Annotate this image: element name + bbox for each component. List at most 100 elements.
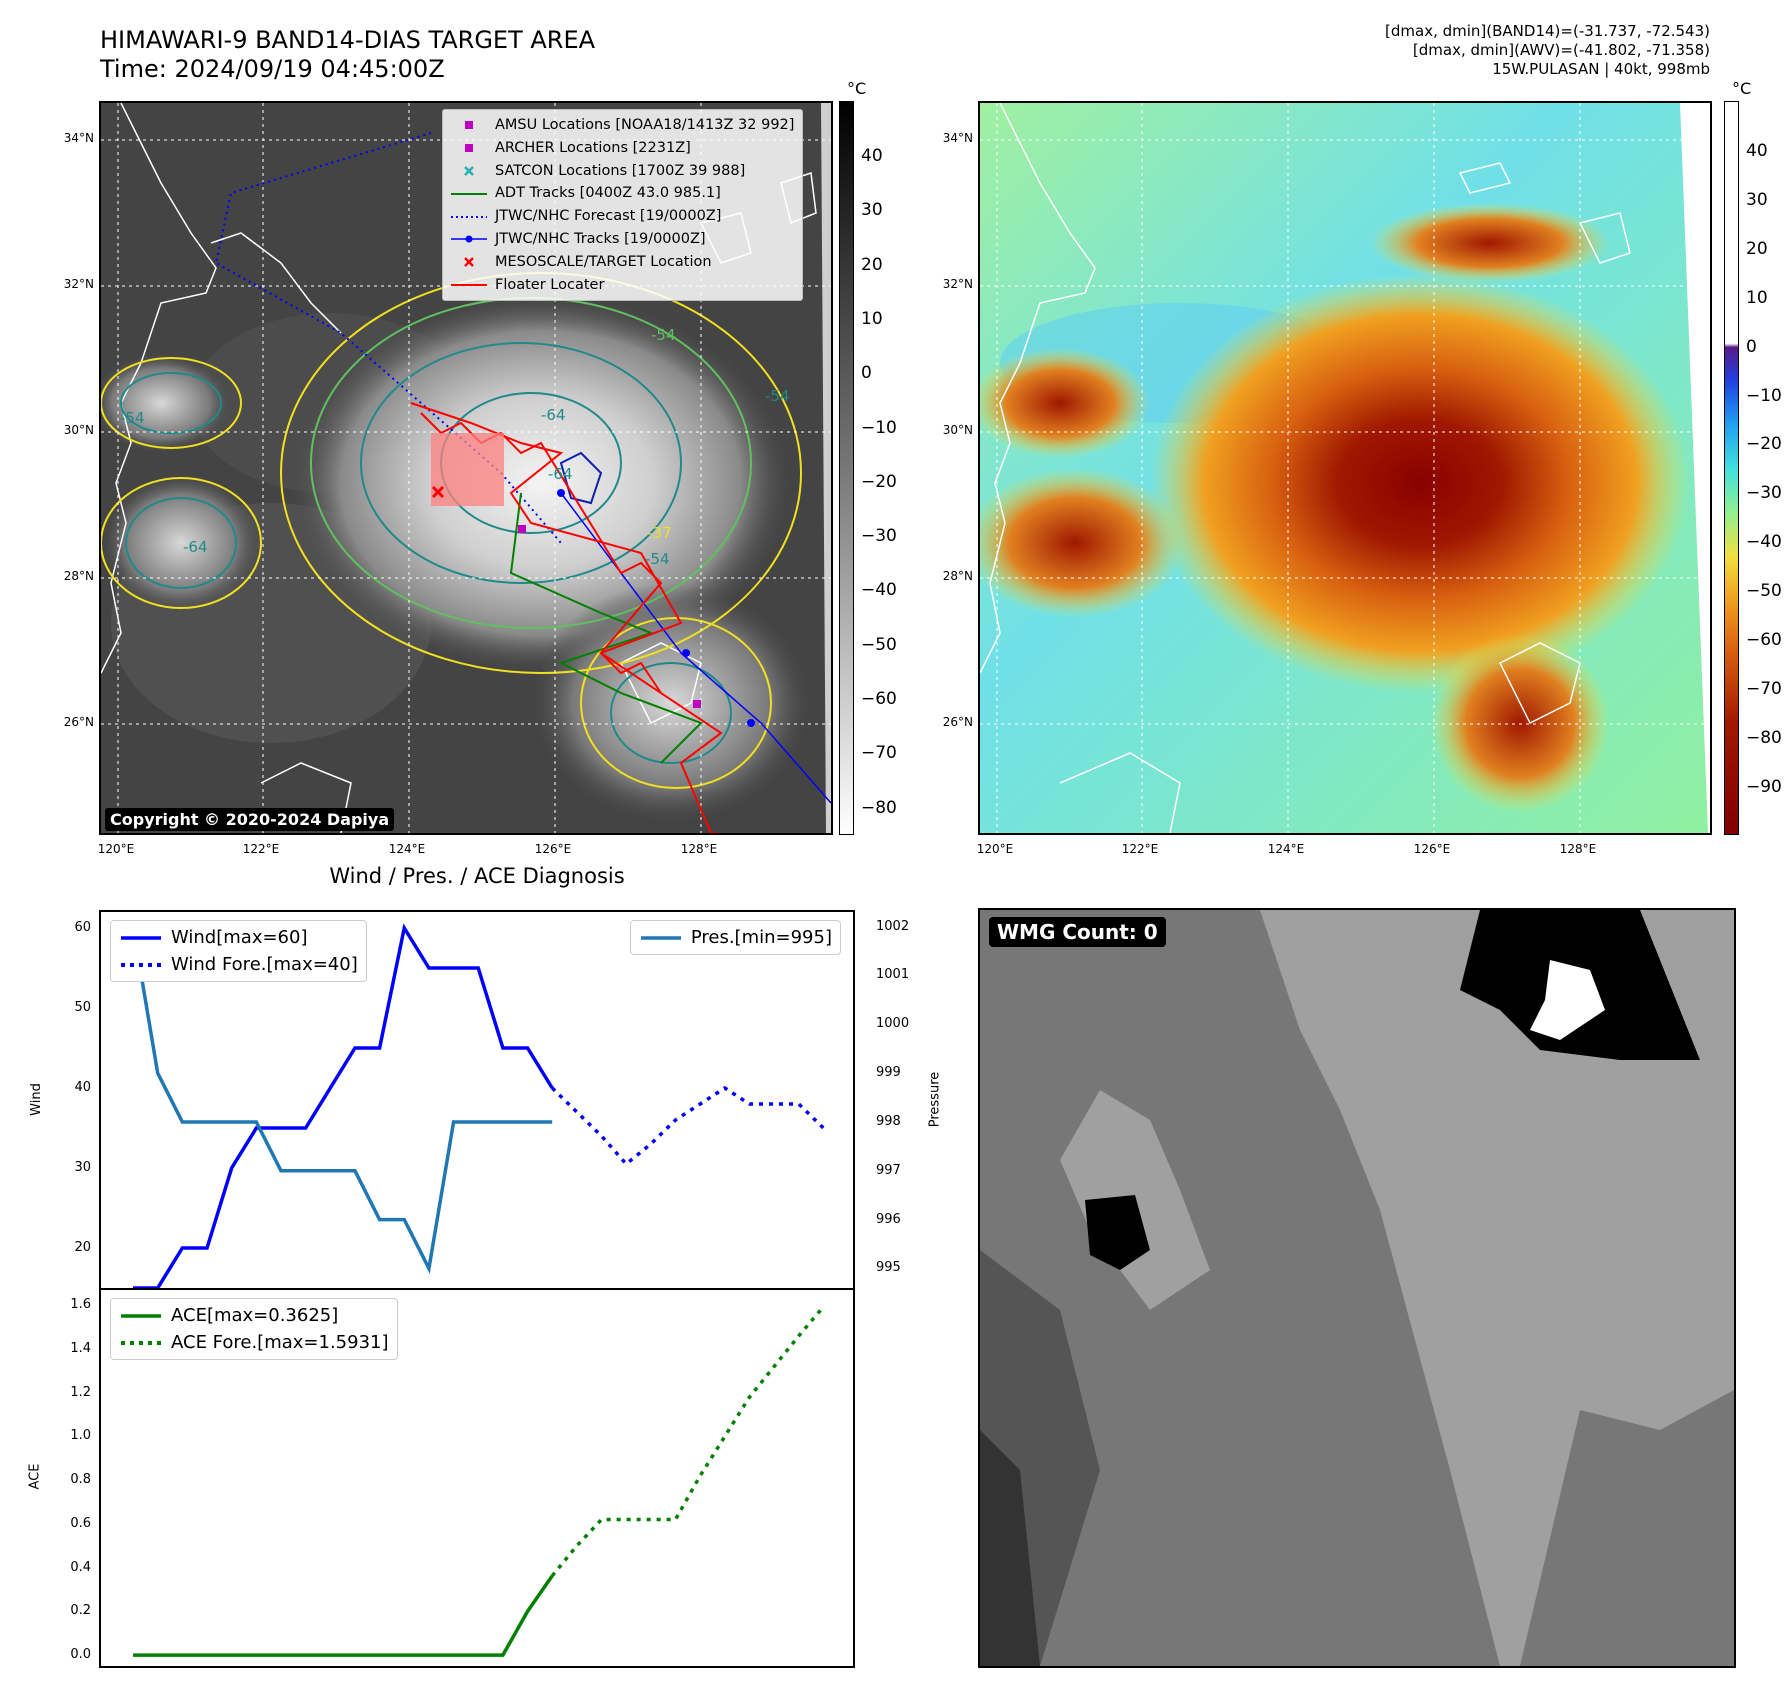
gray-colorbar-tick: −50 (861, 634, 897, 655)
wind-pressure-chart: Wind[max=60] Wind Fore.[max=40] Pres.[mi… (99, 910, 855, 1290)
gray-colorbar-tick: 0 (861, 363, 872, 384)
lon-tick-128: 128°E (680, 842, 718, 856)
wind-legend-dotted-line (121, 962, 161, 967)
color-colorbar-tick: −80 (1746, 727, 1782, 748)
legend-ace-label: ACE[max=0.3625] (171, 1305, 339, 1326)
gray-colorbar-tick: 40 (861, 146, 883, 166)
ace-legend-solid-line (121, 1313, 161, 1318)
ace-axis-tick: 0.6 (70, 1515, 91, 1531)
lon-tick-120-right: 120°E (976, 842, 1014, 856)
legend-item-label: MESOSCALE/TARGET Location (495, 253, 712, 270)
ace-axis-tick: 0.4 (70, 1559, 91, 1575)
map-legend-item: Floater Locater (449, 274, 794, 297)
copyright-label: Copyright © 2020-2024 Dapiya (105, 808, 395, 831)
pressure-legend-line (640, 935, 681, 940)
diagnosis-title: Wind / Pres. / ACE Diagnosis (329, 864, 625, 888)
gray-colorbar-tick: −30 (861, 526, 897, 547)
legend-item-label: ADT Tracks [0400Z 43.0 985.1] (495, 185, 721, 202)
lat-tick-34: 34°N (63, 131, 94, 145)
color-colorbar-tick: −20 (1746, 434, 1782, 455)
ir-color-imagery (980, 103, 1710, 833)
color-colorbar-tick: −70 (1746, 678, 1782, 699)
color-colorbar-unit: °C (1732, 79, 1752, 98)
pressure-axis-tick: 997 (876, 1162, 901, 1178)
lat-tick-32: 32°N (63, 277, 94, 291)
pressure-line (131, 926, 553, 1275)
lon-tick-120: 120°E (97, 842, 135, 856)
lon-tick-126-right: 126°E (1413, 842, 1451, 856)
legend-wind-label: Wind[max=60] (171, 927, 308, 948)
legend-wind-fore-label: Wind Fore.[max=40] (171, 954, 358, 975)
pressure-axis-tick: 999 (876, 1065, 901, 1081)
gray-colorbar (839, 101, 854, 835)
wind-axis-tick: 40 (74, 1080, 91, 1095)
ir-gray-map: Copyright © 2020-2024 Dapiya AMSU Locati… (99, 101, 833, 835)
legend-symbol-icon (464, 257, 474, 268)
ace-plot (133, 1305, 825, 1657)
pressure-axis-tick: 998 (876, 1113, 901, 1129)
ace-axis-tick: 0.8 (70, 1472, 91, 1488)
legend-item-label: AMSU Locations [NOAA18/1413Z 32 992] (495, 117, 795, 133)
lon-tick-124-right: 124°E (1267, 842, 1305, 856)
wind-forecast-line (550, 1085, 825, 1167)
color-colorbar-tick: 40 (1746, 141, 1768, 161)
color-colorbar-tick: −40 (1746, 532, 1782, 553)
color-colorbar-tick: −60 (1746, 630, 1782, 650)
ace-axis-tick: 1.2 (70, 1384, 91, 1400)
map-legend-item: JTWC/NHC Tracks [19/0000Z] (449, 228, 794, 251)
wind-pressure-plot (131, 923, 825, 1288)
ace-axis-tick: 1.0 (70, 1428, 91, 1444)
legend-symbol-icon (451, 215, 487, 218)
contour-label: -54 (651, 326, 676, 344)
lat-tick-30: 30°N (63, 423, 94, 437)
lon-tick-122-right: 122°E (1121, 842, 1159, 856)
ace-axis-tick: 1.4 (70, 1341, 91, 1357)
lat-tick-26: 26°N (63, 715, 94, 729)
pressure-axis-tick: 995 (876, 1260, 901, 1276)
legend-ace-fore-label: ACE Fore.[max=1.5931] (171, 1332, 389, 1353)
ir-color-map (978, 101, 1712, 835)
legend-symbol-icon (451, 283, 487, 286)
legend-symbol-icon (465, 121, 473, 130)
contour-label: -54 (765, 387, 790, 405)
pressure-legend: Pres.[min=995] (629, 920, 841, 955)
legend-item-label: Floater Locater (495, 276, 605, 293)
wind-axis-tick: 60 (74, 920, 91, 935)
lon-tick-124: 124°E (388, 842, 426, 856)
stats-line-3: 15W.PULASAN | 40kt, 998mb (1492, 60, 1710, 78)
gray-colorbar-tick: −10 (861, 417, 897, 438)
ace-forecast-line (550, 1305, 825, 1577)
lat-tick-30-right: 30°N (942, 423, 973, 437)
wmg-map (978, 908, 1736, 1668)
gray-colorbar-tick: −70 (861, 743, 897, 764)
title-line-2: Time: 2024/09/19 04:45:00Z (100, 55, 445, 83)
legend-item-label: ARCHER Locations [2231Z] (495, 139, 691, 156)
contour-label: -64 (548, 465, 573, 483)
ace-chart: ACE[max=0.3625] ACE Fore.[max=1.5931] (99, 1288, 855, 1668)
wmg-count-badge: WMG Count: 0 (989, 917, 1166, 947)
wind-axis-label: Wind (28, 1083, 44, 1116)
pressure-axis-tick: 1001 (876, 967, 910, 983)
map-legend-item: ARCHER Locations [2231Z] (449, 137, 794, 160)
legend-symbol-icon (451, 192, 487, 195)
lat-tick-32-right: 32°N (942, 277, 973, 291)
legend-symbol-icon (464, 166, 474, 176)
stats-block: [dmax, dmin](BAND14)=(-31.737, -72.543) … (1385, 22, 1710, 79)
lat-tick-34-right: 34°N (942, 131, 973, 145)
pressure-axis-tick: 1000 (876, 1016, 910, 1032)
gray-colorbar-tick: −60 (861, 689, 897, 709)
wind-legend-solid-line (121, 935, 161, 940)
color-colorbar-tick: 30 (1746, 189, 1768, 210)
color-colorbar-tick: 0 (1746, 336, 1757, 357)
ace-legend: ACE[max=0.3625] ACE Fore.[max=1.5931] (110, 1298, 398, 1360)
contour-label: -54 (645, 550, 670, 568)
color-colorbar-tick: −30 (1746, 483, 1782, 504)
legend-item-label: JTWC/NHC Tracks [19/0000Z] (495, 230, 706, 247)
legend-symbol-icon (465, 144, 473, 153)
lon-tick-126: 126°E (534, 842, 572, 856)
legend-symbol-icon (451, 235, 487, 243)
map-legend-item: AMSU Locations [NOAA18/1413Z 32 992] (449, 114, 794, 137)
gray-colorbar-tick: 20 (861, 254, 883, 275)
gray-colorbar-tick: −40 (861, 580, 897, 601)
legend-pres-label: Pres.[min=995] (690, 927, 832, 948)
